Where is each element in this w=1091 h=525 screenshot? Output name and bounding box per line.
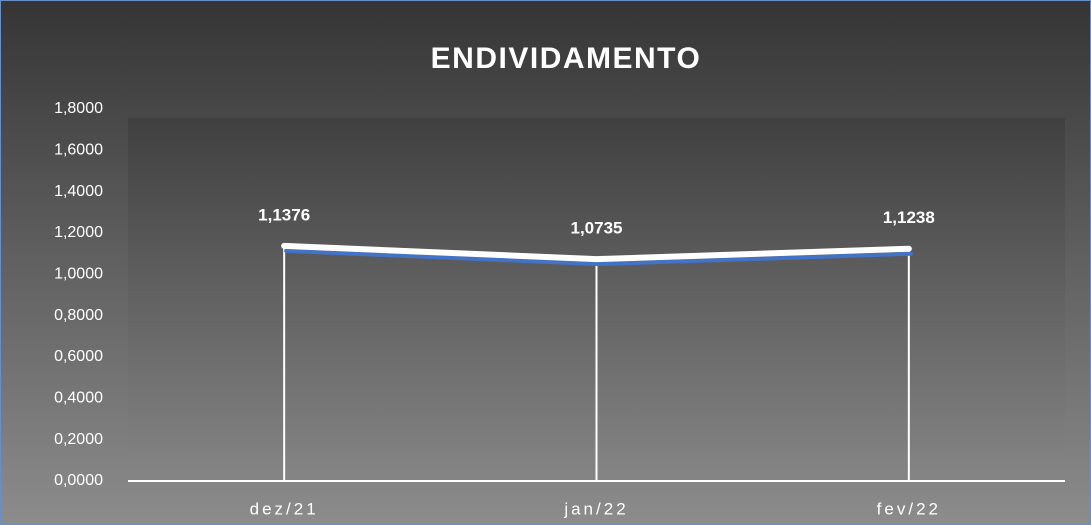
y-tick-label: 1,8000 [54, 100, 103, 117]
x-tick-label: fev/22 [877, 499, 941, 518]
y-tick-label: 0,8000 [54, 307, 103, 324]
y-tick-label: 0,0000 [54, 472, 103, 489]
value-label: 1,0735 [571, 219, 623, 238]
value-label: 1,1238 [883, 208, 935, 227]
chart-title: ENDIVIDAMENTO [431, 42, 702, 75]
y-tick-label: 1,0000 [54, 266, 103, 283]
y-tick-label: 1,6000 [54, 142, 103, 159]
y-tick-label: 1,4000 [54, 183, 103, 200]
value-label: 1,1376 [258, 205, 310, 224]
y-tick-label: 0,4000 [54, 390, 103, 407]
y-tick-label: 1,2000 [54, 224, 103, 241]
y-tick-label: 0,2000 [54, 431, 103, 448]
y-tick-label: 0,6000 [54, 348, 103, 365]
x-tick-label: dez/21 [250, 499, 319, 518]
line-shadow [284, 248, 913, 267]
x-tick-label: jan/22 [563, 499, 628, 518]
line [281, 242, 912, 263]
